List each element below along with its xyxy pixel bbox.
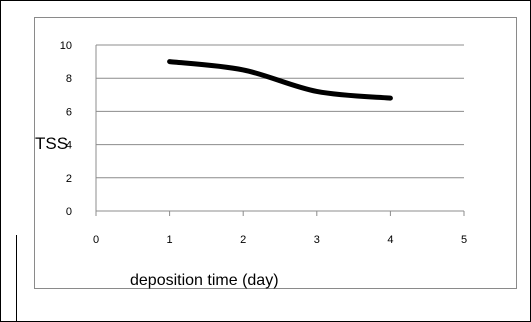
document-edge-line <box>16 235 17 322</box>
y-tick-label: 2 <box>66 173 72 185</box>
chart-area <box>34 17 517 289</box>
x-tick-label: 0 <box>93 234 99 246</box>
x-axis-label: deposition time (day) <box>130 272 279 289</box>
y-tick-label: 4 <box>66 140 72 152</box>
x-tick-label: 5 <box>461 234 467 246</box>
x-tick-label: 2 <box>240 234 246 246</box>
y-tick-label: 0 <box>66 206 72 218</box>
x-tick-label: 4 <box>387 234 393 246</box>
y-tick-label: 6 <box>66 106 72 118</box>
y-tick-label: 8 <box>66 73 72 85</box>
y-axis-label: TSS <box>35 134 69 153</box>
x-tick-label: 1 <box>167 234 173 246</box>
x-tick-label: 3 <box>314 234 320 246</box>
y-tick-label: 10 <box>60 40 72 52</box>
series-line <box>167 59 393 101</box>
